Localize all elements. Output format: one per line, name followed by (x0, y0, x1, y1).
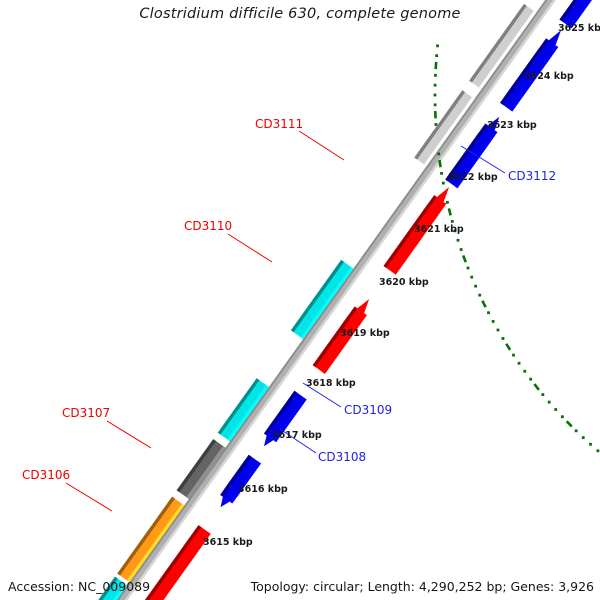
gene-labels-group[interactable]: CD3111 CD3110 CD3107 CD3106 CD3112 CD3109 CD31… (22, 117, 556, 482)
axis-tick-label: 3620 kbp (379, 277, 429, 288)
tick-dot-arc (433, 44, 600, 453)
gene-red-cd3111[interactable] (383, 187, 450, 275)
gene-cyan-cd3106[interactable] (83, 576, 128, 600)
gene-label-cd3109[interactable]: CD3109 (344, 403, 392, 417)
gene-gray-cd3108[interactable] (176, 439, 226, 499)
axis-tick-label: 3621 kbp (414, 224, 464, 235)
gene-label-cd3107[interactable]: CD3107 (62, 406, 110, 420)
gene-blue-cd3108[interactable] (220, 454, 261, 508)
gene-label-cd3112[interactable]: CD3112 (508, 169, 556, 183)
gene-blue-cd3109[interactable] (263, 390, 307, 447)
gene-lightgray-cd3112-lower[interactable] (414, 90, 475, 167)
gene-red-cd3107-pair[interactable] (144, 525, 211, 600)
gene-red-cd3110-pair[interactable] (312, 299, 370, 374)
axis-tick-label: 3617 kbp (272, 430, 322, 441)
axis-tick-label: 3619 kbp (340, 328, 390, 339)
axis-tick-label: 3616 kbp (238, 484, 288, 495)
axis-tick-label: 3615 kbp (203, 537, 253, 548)
gene-label-cd3111[interactable]: CD3111 (255, 117, 303, 131)
gene-blue-top-partial[interactable] (559, 0, 592, 29)
gene-orange-cd3107[interactable] (117, 496, 185, 583)
gene-label-cd3110[interactable]: CD3110 (184, 219, 232, 233)
gene-label-cd3106[interactable]: CD3106 (22, 468, 70, 482)
gene-cyan-cd3109[interactable] (217, 378, 269, 442)
axis-tick-labels: 3625 kbp 3624 kbp 3623 kbp 3622 kbp 3621 kbp… (203, 23, 600, 548)
gene-lightgray-cd3112-upper[interactable] (469, 3, 537, 90)
axis-tick-label: 3624 kbp (524, 71, 574, 82)
axis-tick-label: 3625 kbp (558, 23, 600, 34)
label-leader-lines (65, 130, 506, 512)
axis-tick-label: 3623 kbp (487, 120, 537, 131)
gene-features-group[interactable] (14, 0, 592, 600)
axis-tick-label: 3618 kbp (306, 378, 356, 389)
gene-label-cd3108[interactable]: CD3108 (318, 450, 366, 464)
axis-tick-label: 3622 kbp (448, 172, 498, 183)
gene-cyan-cd3110[interactable] (290, 259, 354, 339)
gene-blue-cd3112-upper[interactable] (500, 30, 562, 112)
